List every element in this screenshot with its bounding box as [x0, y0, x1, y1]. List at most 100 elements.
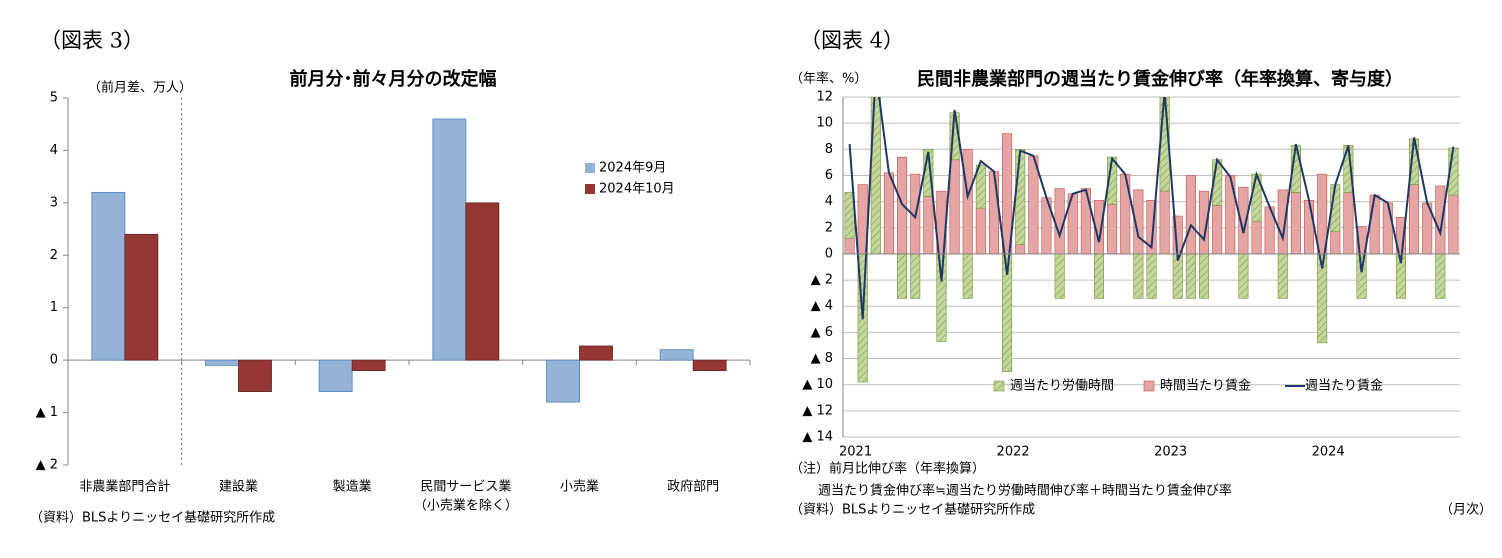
- y-tick-label: 6: [825, 168, 833, 183]
- bar-segment: [936, 253, 947, 342]
- y-tick-label: 12: [816, 90, 833, 105]
- bar: [579, 345, 613, 361]
- x-tick-label: 2024: [1312, 445, 1345, 460]
- y-tick-label: ▲ 1: [36, 405, 58, 420]
- source-note: （資料）BLSよりニッセイ基礎研究所作成: [790, 503, 1035, 518]
- bar-segment: [883, 172, 894, 255]
- bar: [432, 118, 467, 361]
- bar-segment: [1277, 189, 1288, 255]
- plot-area: [844, 97, 1459, 383]
- source-note: （資料）BLSよりニッセイ基礎研究所作成: [30, 511, 275, 526]
- bar-segment: [975, 207, 986, 255]
- chart-title: 前月分･前々月分の改定幅: [290, 68, 497, 90]
- x-tick-label: 2022: [997, 445, 1030, 460]
- bar: [659, 349, 694, 361]
- y-tick-label: 8: [825, 142, 833, 157]
- x-tick-label: 製造業: [333, 479, 372, 495]
- bar-segment: [1159, 190, 1170, 255]
- x-tick-label: 2021: [839, 445, 872, 460]
- legend-label: 週当たり賃金: [1305, 378, 1383, 394]
- y-tick-label: 5: [50, 91, 58, 106]
- bar-segment: [1185, 253, 1196, 299]
- y-tick-label: 0: [825, 246, 833, 261]
- y-tick-label: 10: [816, 116, 833, 131]
- y-tick-label: ▲ 14: [802, 430, 833, 445]
- legend-swatch: [1143, 380, 1155, 392]
- bar-segment: [1304, 200, 1315, 255]
- note: 週当たり賃金伸び率≒週当たり労働時間伸び率＋時間当たり賃金伸び率: [818, 483, 1232, 499]
- bar-segment: [1435, 185, 1446, 255]
- bar-segment: [1212, 205, 1223, 255]
- x-tick-label: 非農業部門合計: [79, 479, 170, 495]
- y-tick-label: ▲ 4: [811, 299, 833, 314]
- bar: [546, 359, 580, 403]
- y-tick-label: ▲ 6: [811, 325, 833, 340]
- y-axis-label: （前月差、万人）: [88, 80, 192, 96]
- x-tick-label: 小売業: [560, 479, 599, 495]
- y-tick-label: 1: [50, 300, 58, 315]
- bar-segment: [1277, 253, 1288, 299]
- bar-segment: [962, 253, 973, 299]
- bar: [238, 359, 272, 392]
- bar: [91, 191, 126, 361]
- bar-segment: [988, 171, 999, 255]
- y-tick-label: ▲ 8: [811, 351, 833, 366]
- bar-segment: [897, 253, 908, 299]
- bar-segment: [1015, 244, 1026, 255]
- figure-label: （図表 4）: [800, 29, 904, 53]
- x-tick-label: 2023: [1154, 445, 1187, 460]
- legend-label: 週当たり労働時間: [1010, 379, 1114, 394]
- note: （注）前月比伸び率（年率換算）: [790, 461, 985, 477]
- line: [848, 97, 1455, 320]
- y-tick-label: ▲ 2: [36, 458, 58, 473]
- y-tick-label: 2: [825, 220, 833, 235]
- y-tick-label: 4: [825, 194, 833, 209]
- bar-segment: [1251, 220, 1262, 255]
- bar-segment: [1107, 203, 1118, 255]
- bar-segment: [1356, 253, 1367, 299]
- bar-segment: [1448, 194, 1459, 255]
- bar-segment: [1015, 149, 1026, 246]
- legend-label: 2024年9月: [599, 161, 666, 176]
- y-tick-label: 4: [50, 143, 58, 158]
- figure-label: （図表 3）: [40, 29, 144, 53]
- bar-segment: [910, 253, 921, 299]
- x-tick-label: 政府部門: [667, 480, 719, 495]
- bar-segment: [1382, 202, 1393, 255]
- bar-segment: [1028, 155, 1039, 255]
- legend-swatch: [585, 184, 595, 194]
- y-tick-label: ▲ 10: [802, 377, 833, 392]
- x-tick-label: 民間サービス業: [420, 479, 511, 495]
- bar: [351, 359, 386, 372]
- legend-label: 2024年10月: [599, 182, 675, 197]
- bar-segment: [1146, 253, 1157, 299]
- bar-segment: [1238, 253, 1249, 299]
- bar-segment: [975, 164, 986, 209]
- x-tick-label: （小売業を除く）: [414, 498, 518, 514]
- bar-segment: [962, 149, 973, 255]
- y-tick-label: 2: [50, 248, 58, 263]
- bar-segment: [1185, 175, 1196, 255]
- bar-segment: [1330, 231, 1341, 255]
- bar-segment: [844, 237, 855, 255]
- bar: [124, 233, 159, 361]
- chart-title: 民間非農業部門の週当たり賃金伸び率（年率換算、寄与度）: [917, 68, 1403, 90]
- bar-segment: [1054, 188, 1065, 255]
- bar-segment: [1409, 184, 1420, 255]
- bar-segment: [1369, 194, 1380, 255]
- legend-swatch: [993, 380, 1005, 392]
- legend-swatch: [585, 163, 595, 173]
- bar-segment: [1093, 253, 1105, 299]
- bar-segment: [1054, 253, 1065, 299]
- legend-label: 時間当たり賃金: [1160, 378, 1251, 394]
- x-tick-label: 建設業: [219, 479, 258, 495]
- y-tick-label: 0: [50, 353, 58, 368]
- bar-segment: [1080, 188, 1091, 255]
- bar-segment: [1133, 253, 1144, 299]
- bar: [692, 359, 727, 372]
- bar-segment: [1343, 192, 1354, 255]
- y-tick-label: ▲ 12: [802, 403, 833, 418]
- y-axis-label: （年率、%）: [790, 71, 867, 87]
